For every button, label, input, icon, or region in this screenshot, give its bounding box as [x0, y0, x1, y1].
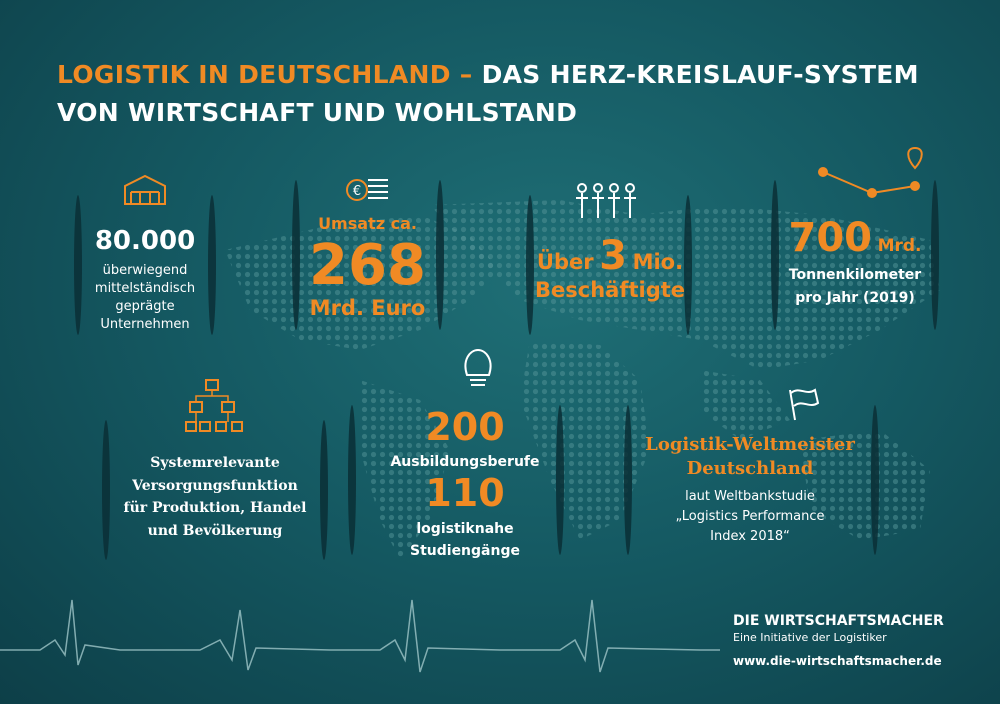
- brand: DIE WIRTSCHAFTSMACHER: [733, 613, 944, 629]
- title-line-2: VON WIRTSCHAFT UND WOHLSTAND: [57, 98, 578, 127]
- text-line: für Produktion, Handel: [123, 500, 307, 516]
- fact-suffix: Beschäftigte: [535, 278, 686, 302]
- text-line: Studiengänge: [410, 543, 520, 559]
- fact-prefix: Umsatz ca.: [318, 214, 417, 233]
- fact-suffix: Mrd. Euro: [309, 296, 426, 320]
- icons: €: [124, 146, 923, 432]
- text-line: mittelständisch: [94, 281, 196, 296]
- heartbeat-line: [0, 599, 720, 673]
- fact-number: 80.000: [94, 226, 196, 256]
- text-line: geprägte: [115, 299, 175, 314]
- text-line: laut Weltbankstudie: [685, 489, 815, 504]
- title-line-1: LOGISTIK IN DEUTSCHLAND – DAS HERZ-KREIS…: [57, 62, 919, 87]
- fact-text: überwiegend mittelständisch geprägte Unt…: [85, 262, 205, 334]
- fact-unit: Mrd.: [877, 236, 922, 256]
- fact-number: 3: [599, 233, 627, 279]
- fact-number: 700: [788, 215, 872, 261]
- fact-headline: Über 3 Mio.: [535, 236, 685, 276]
- title-rest: DAS HERZ-KREISLAUF-SYSTEM: [481, 60, 919, 89]
- fact-number: 110: [425, 471, 505, 515]
- fact-text: logistiknahe Studiengänge: [385, 518, 545, 562]
- text-line: überwiegend: [102, 263, 188, 278]
- dividers: [74, 180, 939, 560]
- text-line: und Bevölkerung: [147, 522, 283, 539]
- fact-text: laut Weltbankstudie „Logistics Performan…: [635, 487, 865, 547]
- fact-label: Ausbildungsberufe: [390, 454, 540, 470]
- heading-line: Deutschland: [686, 458, 814, 479]
- text-line: Versorgungsfunktion: [132, 477, 298, 494]
- fact-number: 200: [425, 405, 505, 449]
- fact-number: 268: [309, 233, 426, 298]
- text-line: Tonnenkilometer: [788, 267, 922, 283]
- text-line: Systemrelevante: [150, 455, 280, 471]
- fact-headline: 700 Mrd.: [780, 218, 930, 258]
- fact-unit: Mio.: [632, 250, 684, 274]
- text-line: pro Jahr (2019): [795, 290, 915, 306]
- svg-text:€: €: [353, 184, 361, 199]
- heading-line: Logistik-Weltmeister: [645, 434, 855, 455]
- fact-heading: Logistik-Weltmeister Deutschland: [635, 433, 865, 481]
- fact-prefix: Über: [536, 250, 594, 274]
- url[interactable]: www.die-wirtschaftsmacher.de: [733, 654, 942, 668]
- text-line: Index 2018“: [710, 529, 790, 544]
- title-highlight: LOGISTIK IN DEUTSCHLAND –: [57, 60, 473, 89]
- text-line: Unternehmen: [100, 317, 190, 332]
- fact-text: Tonnenkilometer pro Jahr (2019): [780, 264, 930, 310]
- text-line: logistiknahe: [416, 521, 514, 537]
- tagline: Eine Initiative der Logistiker: [733, 631, 887, 644]
- fact-text: Systemrelevante Versorgungsfunktion für …: [110, 452, 320, 542]
- text-line: „Logistics Performance: [675, 509, 825, 524]
